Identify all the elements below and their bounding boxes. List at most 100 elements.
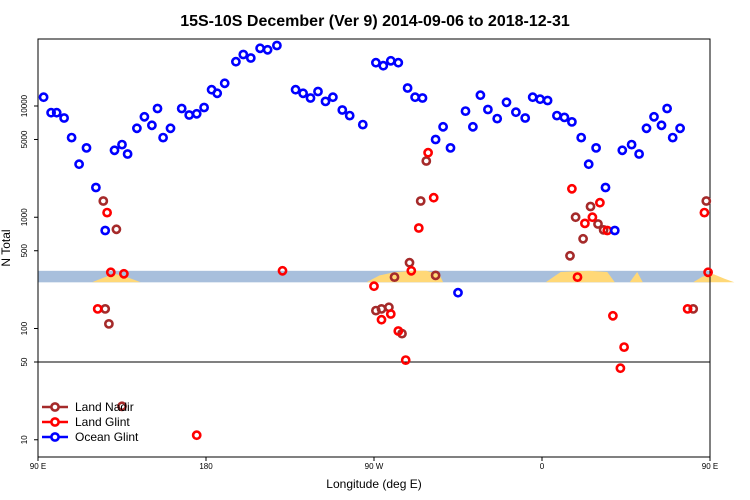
data-point xyxy=(376,314,387,325)
band-fill xyxy=(38,270,710,283)
data-point xyxy=(492,113,503,124)
data-point xyxy=(176,103,187,114)
data-point xyxy=(369,281,379,292)
data-point xyxy=(467,121,478,132)
legend-marker xyxy=(50,417,60,427)
band-highlight xyxy=(366,270,444,283)
series-2 xyxy=(38,40,685,298)
data-point xyxy=(122,149,133,159)
data-point xyxy=(393,326,404,336)
y-tick-label: 500 xyxy=(20,244,29,258)
data-point xyxy=(415,196,426,206)
data-point xyxy=(667,132,678,143)
data-point xyxy=(92,303,103,314)
data-point xyxy=(580,218,590,229)
data-point xyxy=(139,111,150,122)
data-point xyxy=(578,233,588,244)
y-tick-label: 100 xyxy=(20,321,29,335)
x-tick-label: 90 E xyxy=(30,462,46,471)
chart-title: 15S-10S December (Ver 9) 2014-09-06 to 2… xyxy=(180,13,570,30)
data-point xyxy=(305,93,316,103)
data-point xyxy=(117,139,127,150)
data-point xyxy=(370,57,381,68)
data-point xyxy=(245,53,256,63)
data-point xyxy=(641,123,652,134)
data-point xyxy=(81,142,92,153)
data-point xyxy=(184,110,195,120)
series-1 xyxy=(92,147,713,441)
data-point xyxy=(527,92,538,103)
data-point xyxy=(158,132,168,143)
data-point xyxy=(608,310,618,321)
data-point xyxy=(482,104,493,115)
data-point xyxy=(385,55,396,66)
data-point xyxy=(649,111,659,122)
band-highlight xyxy=(92,273,141,283)
y-tick-label: 5000 xyxy=(20,130,29,148)
data-point xyxy=(410,92,420,103)
data-point xyxy=(570,212,581,223)
data-point xyxy=(501,97,512,108)
data-point xyxy=(152,103,163,114)
data-point xyxy=(617,145,628,156)
data-point xyxy=(662,103,672,114)
y-tick-label: 10 xyxy=(20,435,29,444)
data-point xyxy=(230,56,241,67)
data-point xyxy=(59,113,69,123)
data-point xyxy=(199,102,209,113)
data-point xyxy=(313,86,323,97)
data-point xyxy=(417,93,428,103)
data-point xyxy=(191,108,202,119)
data-point xyxy=(131,123,142,134)
data-point xyxy=(100,225,111,236)
data-point xyxy=(146,120,157,131)
data-point xyxy=(102,207,112,218)
data-point xyxy=(117,401,127,412)
legend-label: Ocean Glint xyxy=(75,430,139,444)
data-point xyxy=(191,430,202,441)
data-point xyxy=(402,83,413,93)
data-point xyxy=(105,267,116,278)
x-tick-label: 0 xyxy=(540,462,545,471)
data-point xyxy=(701,196,712,206)
data-point xyxy=(615,363,626,374)
data-point xyxy=(378,60,389,71)
data-point xyxy=(91,182,101,193)
data-point xyxy=(511,107,521,118)
data-point xyxy=(565,250,575,261)
data-point xyxy=(219,78,230,89)
data-point xyxy=(109,145,120,156)
x-tick-label: 90 W xyxy=(365,462,384,471)
data-point xyxy=(591,142,601,153)
legend-marker xyxy=(50,432,60,442)
data-point xyxy=(104,318,114,329)
data-point xyxy=(626,139,637,150)
data-point xyxy=(421,156,432,166)
y-tick-label: 50 xyxy=(20,357,29,366)
data-point xyxy=(255,43,265,54)
data-point xyxy=(404,257,415,268)
data-point xyxy=(277,265,288,276)
data-point xyxy=(357,119,368,130)
x-axis-label: Longitude (deg E) xyxy=(326,477,421,491)
data-point xyxy=(98,196,109,206)
data-point xyxy=(337,105,348,115)
data-point xyxy=(344,110,355,121)
data-point xyxy=(576,132,587,143)
data-point xyxy=(111,224,122,235)
plot-frame xyxy=(37,38,711,458)
data-point xyxy=(572,272,583,282)
band-highlight xyxy=(629,272,643,283)
data-point xyxy=(559,112,570,123)
data-point xyxy=(290,84,301,95)
data-point xyxy=(38,92,49,103)
data-point xyxy=(327,92,338,103)
data-point xyxy=(430,134,441,145)
legend-label: Land Nadir xyxy=(75,400,134,414)
data-point xyxy=(587,212,598,223)
x-tick-label: 180 xyxy=(199,462,213,471)
data-point xyxy=(675,123,685,134)
data-point xyxy=(552,110,562,121)
data-point xyxy=(385,309,396,319)
